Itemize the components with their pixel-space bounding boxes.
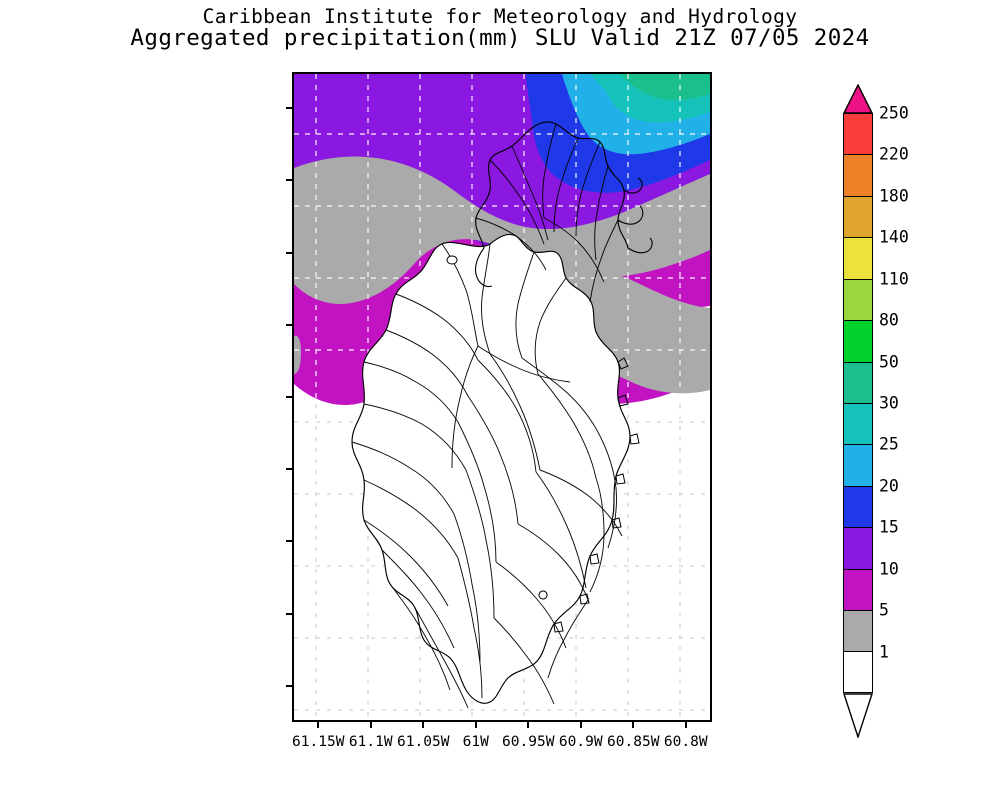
colorbar-band-15: [843, 527, 873, 569]
contour-band-1-5: [294, 156, 710, 304]
colorbar-tick-label-0: 250: [879, 103, 909, 123]
y-axis-tick-8: [286, 684, 293, 687]
colorbar-band-5: [843, 610, 873, 652]
colorbar-band-50: [843, 361, 873, 403]
x-axis-tick-3: [474, 722, 477, 728]
x-axis-tick-7: [684, 722, 687, 728]
colorbar-tick-label-4: 110: [879, 269, 909, 289]
colorbar-tick-label-13: 1: [879, 642, 889, 662]
y-axis-tick-1: [286, 179, 293, 182]
x-axis-tick-6: [632, 722, 635, 728]
x-axis-label-0: 61.15W: [292, 734, 345, 750]
watershed-boundaries-north: [475, 123, 619, 303]
colorbar-band-20: [843, 485, 873, 528]
colorbar-tick-label-2: 180: [879, 186, 909, 206]
colorbar-band-220: [843, 154, 873, 196]
colorbar-under-arrow: [843, 693, 873, 740]
colorbar-tick-label-10: 15: [879, 517, 899, 537]
contour-sliver-left-edge: [294, 335, 301, 374]
institute-title: Caribbean Institute for Meteorology and …: [202, 5, 798, 28]
x-axis-tick-2: [422, 722, 425, 728]
y-axis-tick-7: [286, 612, 293, 615]
x-axis-label-6: 60.85W: [607, 734, 660, 750]
map-plot-area: [292, 72, 712, 722]
colorbar-tick-label-11: 10: [879, 559, 899, 579]
map-clip: [294, 74, 710, 720]
colorbar-band-140: [843, 237, 873, 279]
colorbar-over-arrow: [842, 83, 874, 114]
colorbar-tick-label-1: 220: [879, 144, 909, 164]
colorbar-tick-label-3: 140: [879, 227, 909, 247]
coastline: [351, 233, 631, 704]
x-axis-tick-5: [579, 722, 582, 728]
x-axis-tick-1: [369, 722, 372, 728]
island-north-lobe: [475, 121, 629, 249]
x-axis-label-7: 60.8W: [663, 734, 708, 750]
y-axis-tick-2: [286, 251, 293, 254]
y-axis-tick-3: [286, 323, 293, 326]
y-axis-tick-6: [286, 540, 293, 543]
colorbar-band-25: [843, 444, 873, 486]
x-axis-label-2: 61.05W: [397, 734, 450, 750]
colorbar-band-10: [843, 568, 873, 611]
x-axis-label-5: 60.9W: [558, 734, 603, 750]
colorbar-band-250: [843, 113, 873, 155]
coastline-east-detail: [553, 357, 640, 633]
colorbar-band-80: [843, 320, 873, 362]
coastline-detail-north: [474, 177, 653, 288]
watershed-boundaries: [351, 243, 623, 709]
island-landmass-fill: [352, 234, 630, 704]
colorbar-band-110: [843, 278, 873, 321]
colorbar-tick-label-7: 30: [879, 393, 899, 413]
colorbar-band-30: [843, 402, 873, 445]
colorbar-tick-label-12: 5: [879, 600, 889, 620]
x-axis-tick-0: [317, 722, 320, 728]
colorbar: [843, 113, 873, 693]
y-axis-tick-5: [286, 468, 293, 471]
x-axis-label-3: 61W: [462, 734, 489, 750]
x-axis-label-1: 61.1W: [348, 734, 393, 750]
y-axis-tick-0: [286, 107, 293, 110]
colorbar-tick-label-9: 20: [879, 476, 899, 496]
colorbar-tick-label-6: 50: [879, 352, 899, 372]
colorbar-tick-label-5: 80: [879, 310, 899, 330]
offshore-islets: [446, 255, 548, 600]
contour-band-30-50: [620, 74, 710, 101]
x-axis-label-4: 60.95W: [502, 734, 555, 750]
colorbar-band-180: [843, 195, 873, 238]
precipitation-contour-layer: [294, 74, 710, 720]
page-title: Aggregated precipitation(mm) SLU Valid 2…: [130, 25, 870, 51]
colorbar-tick-label-8: 25: [879, 434, 899, 454]
colorbar-band-1: [843, 651, 873, 693]
y-axis-tick-4: [286, 396, 293, 398]
figure-title-block: Caribbean Institute for Meteorology and …: [0, 6, 1000, 51]
x-axis-tick-4: [527, 722, 530, 728]
